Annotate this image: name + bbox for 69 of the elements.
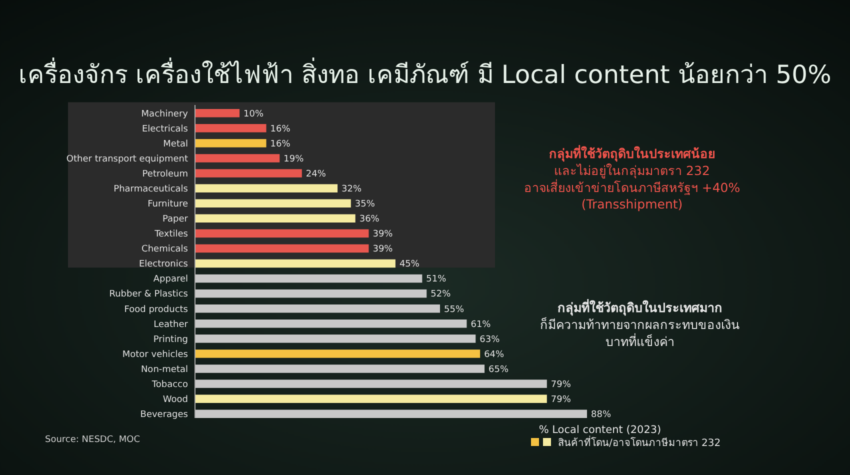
y-tick-label: Paper <box>162 214 188 225</box>
bar <box>195 380 547 388</box>
y-tick-label: Petroleum <box>142 169 188 180</box>
y-tick-label: Other transport equipment <box>66 154 188 164</box>
data-label: 39% <box>372 244 394 255</box>
bar <box>195 289 427 298</box>
bar <box>195 124 266 132</box>
y-tick-label: Electricals <box>142 124 188 134</box>
y-tick-label: Tobacco <box>150 380 188 390</box>
bar <box>195 214 356 223</box>
data-label: 24% <box>306 169 326 180</box>
y-tick-label: Motor vehicles <box>122 350 188 360</box>
data-label: 16% <box>270 124 291 134</box>
data-label: 39% <box>372 230 394 240</box>
data-label: 16% <box>270 139 291 150</box>
bar <box>195 184 338 192</box>
y-tick-label: Non-metal <box>140 364 188 375</box>
x-axis-title: % Local content (2023) <box>538 424 662 436</box>
y-tick-label: Metal <box>163 139 188 150</box>
bar <box>195 410 587 418</box>
bar <box>195 199 351 208</box>
y-tick-label: Chemicals <box>142 244 188 255</box>
bar <box>195 259 396 268</box>
bar <box>195 394 547 403</box>
annotation: กลุ่มที่ใช้วัตถุดิบในประเทศน้อย และไม่อยู่ในกลุ่มมาตรา 232 อาจเสี่ยงเข้าข่ายโดนภาษีสหรัฐฯ +40% (Transshipment) <box>524 145 740 212</box>
data-label: 64% <box>484 350 505 360</box>
bar <box>195 304 440 313</box>
bar <box>195 154 280 162</box>
data-label: 79% <box>550 394 572 405</box>
y-tick-label: Electronics <box>138 260 188 270</box>
bar <box>195 320 467 328</box>
y-tick-label: Rubber & Plastics <box>109 290 188 300</box>
y-tick-label: Beverages <box>140 410 188 420</box>
data-label: 65% <box>488 364 509 375</box>
bar <box>195 139 266 148</box>
bar <box>195 229 369 238</box>
annotation: กลุ่มที่ใช้วัตถุดิบในประเทศมาก ก็มีความท้าทายจากผลกระทบของเงิน บาทที่แข็งค่า <box>540 299 740 349</box>
data-label: 51% <box>426 274 447 285</box>
y-tick-label: Machinery <box>141 109 189 120</box>
data-label: 36% <box>359 214 380 225</box>
data-label: 35% <box>354 200 376 210</box>
source-note: Source: NESDC, MOC <box>45 435 140 445</box>
data-label: 63% <box>480 334 500 345</box>
y-tick-label: Leather <box>154 320 188 330</box>
bar <box>195 169 302 178</box>
data-label: 10% <box>244 109 264 120</box>
bar <box>195 334 476 343</box>
data-label: 19% <box>284 154 304 164</box>
bar <box>195 350 480 358</box>
data-label: 61% <box>470 320 492 330</box>
data-label: 52% <box>430 290 452 300</box>
bar <box>195 274 422 283</box>
data-label: 45% <box>399 260 420 270</box>
y-tick-label: Food products <box>124 304 188 315</box>
data-label: 88% <box>591 410 612 420</box>
data-label: 55% <box>444 304 464 315</box>
bar <box>195 109 240 118</box>
bar <box>195 364 485 373</box>
y-tick-label: Printing <box>153 334 188 345</box>
y-tick-label: Pharmaceuticals <box>114 184 188 194</box>
chart-title: เครื่องจักร เครื่องใช้ไฟฟ้า สิ่งทอ เคมีภัณฑ์ มี Local content น้อยกว่า 50% <box>18 57 832 89</box>
y-tick-label: Textiles <box>154 230 188 240</box>
data-label: 32% <box>342 184 362 194</box>
y-tick-label: Furniture <box>148 200 188 210</box>
data-label: 79% <box>550 380 572 390</box>
bar <box>195 244 369 253</box>
y-tick-label: Apparel <box>153 274 188 285</box>
y-tick-label: Wood <box>162 394 188 405</box>
text: สินค้าที่โดน/อาจโดนภาษีมาตรา 232 <box>558 435 721 449</box>
